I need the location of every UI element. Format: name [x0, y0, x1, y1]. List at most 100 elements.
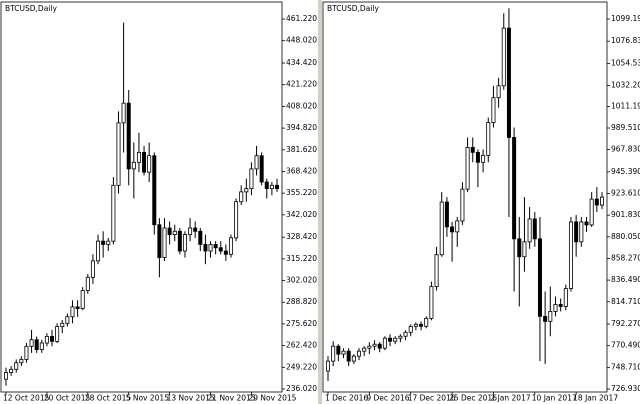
candle-body — [475, 151, 480, 163]
chart-title: BTCUSD,Daily — [327, 4, 379, 13]
candle-body — [244, 188, 249, 193]
candle-body — [325, 360, 330, 372]
y-tick-label: 880.050 — [611, 232, 640, 241]
y-tick-label: 945.390 — [611, 167, 640, 176]
candle-body — [198, 230, 203, 245]
y-tick-label: 1076.830 — [611, 36, 640, 45]
y-tick-label: 262.420 — [286, 341, 317, 350]
candle-body — [75, 306, 80, 309]
y-tick-label: 275.620 — [286, 319, 317, 328]
candle-body — [455, 220, 460, 233]
candle-body — [213, 244, 218, 249]
candle-body — [444, 201, 449, 228]
candle-body — [101, 240, 106, 245]
candle-body — [584, 221, 589, 226]
candle-body — [136, 152, 141, 163]
candle-body — [600, 196, 605, 206]
candle-body — [543, 315, 548, 322]
x-tick-label: 29 Nov 2015 — [248, 394, 296, 403]
candle-body — [34, 339, 39, 350]
candle-body — [193, 227, 198, 232]
x-tick-label: 28 Oct 2015 — [85, 394, 132, 403]
candle-body — [532, 218, 537, 240]
x-tick-label: 18 Jan 2017 — [573, 394, 618, 403]
candle-body — [264, 181, 269, 189]
candle-body — [254, 155, 259, 170]
candle-body — [24, 345, 29, 360]
candle-body — [126, 102, 131, 170]
candle-body — [346, 350, 351, 362]
candle-body — [274, 184, 279, 189]
candle-body — [228, 237, 233, 255]
y-tick-label: 381.620 — [286, 145, 317, 154]
candle-body — [116, 122, 121, 186]
candle-body — [4, 372, 9, 380]
candle-body — [239, 191, 244, 203]
y-tick-label: 923.610 — [611, 189, 640, 198]
candle-body — [249, 168, 254, 189]
candle-body — [80, 290, 85, 309]
candle-body — [563, 288, 568, 307]
candle-body — [517, 238, 522, 258]
y-tick-label: 421.220 — [286, 80, 317, 89]
y-tick-label: 315.220 — [286, 254, 317, 263]
candle-body — [351, 355, 356, 362]
y-tick-label: 328.420 — [286, 232, 317, 241]
chart-title: BTCUSD,Daily — [5, 4, 57, 13]
y-tick-label: 342.020 — [286, 210, 317, 219]
y-tick-label: 461.220 — [286, 14, 317, 23]
candle-body — [465, 147, 470, 190]
y-tick-label: 448.020 — [286, 36, 317, 45]
candle-body — [398, 335, 403, 339]
candle-body — [491, 97, 496, 123]
candle-body — [403, 331, 408, 337]
y-tick-label: 368.420 — [286, 166, 317, 175]
candle-body — [172, 230, 177, 235]
x-tick-label: 13 Nov 2015 — [167, 394, 215, 403]
candle-body — [14, 362, 19, 370]
candle-body — [234, 201, 239, 239]
y-tick-label: 1099.190 — [611, 14, 640, 23]
candle-body — [377, 343, 382, 349]
y-tick-label: 394.820 — [286, 123, 317, 132]
y-tick-label: 434.420 — [286, 58, 317, 67]
candle-body — [408, 325, 413, 333]
panel-divider — [318, 0, 322, 404]
candle-body — [182, 234, 187, 252]
candle-body — [393, 337, 398, 342]
y-tick-label: 770.490 — [611, 341, 640, 350]
y-tick-label: 858.270 — [611, 253, 640, 262]
candle-body — [341, 350, 346, 355]
candle-body — [413, 323, 418, 327]
y-tick-label: 792.270 — [611, 319, 640, 328]
candle-body — [142, 152, 147, 173]
candle-body — [372, 343, 377, 347]
candle-body — [537, 238, 542, 317]
candle-body — [121, 102, 126, 124]
candle-body — [152, 155, 157, 226]
y-tick-label: 249.220 — [286, 362, 317, 371]
x-tick-label: 9 Dec 2016 — [366, 394, 409, 403]
candle-body — [39, 342, 44, 350]
candle-body — [460, 188, 465, 222]
candle-body — [470, 147, 475, 153]
candle-body — [70, 306, 75, 318]
candle-body — [269, 184, 274, 189]
candle-body — [90, 260, 95, 278]
y-tick-label: 288.820 — [286, 297, 317, 306]
y-tick-label: 967.830 — [611, 145, 640, 154]
candle-body — [429, 286, 434, 319]
candle-body — [223, 250, 228, 255]
x-tick-label: 21 Nov 2015 — [208, 394, 256, 403]
candle-body — [131, 161, 136, 170]
candle-body — [96, 240, 101, 262]
candle-body — [208, 244, 213, 252]
x-tick-label: 2 Jan 2017 — [490, 394, 530, 403]
y-tick-label: 836.490 — [611, 275, 640, 284]
candle-body — [486, 122, 491, 156]
x-tick-label: 12 Oct 2015 — [3, 394, 50, 403]
candle-body — [362, 347, 367, 352]
candle-body — [29, 339, 34, 347]
candle-body — [331, 345, 336, 362]
candle-body — [167, 227, 172, 235]
